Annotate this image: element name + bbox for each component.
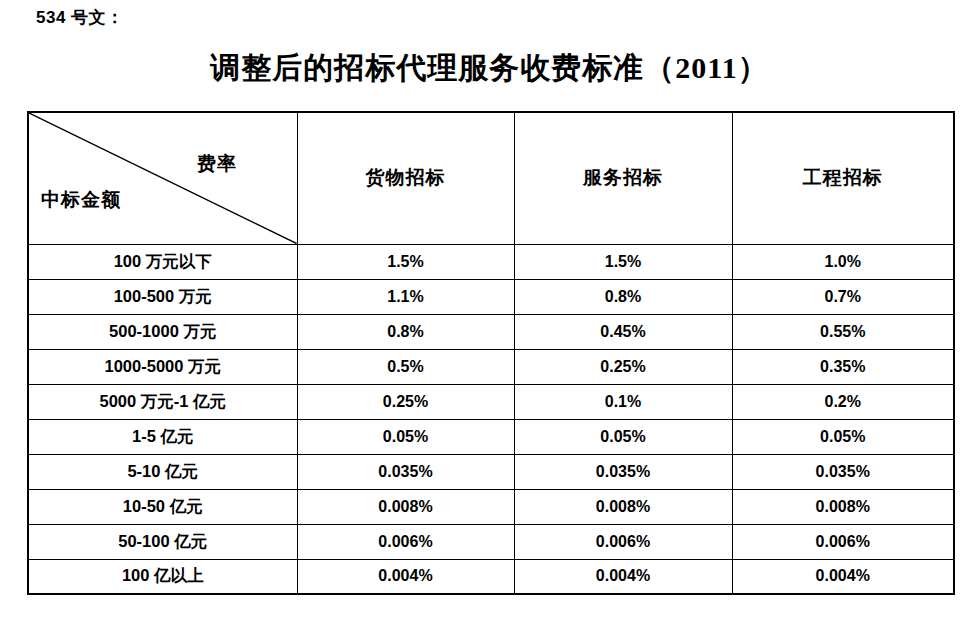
value-cell: 0.5% xyxy=(297,349,514,384)
row-label-cell: 100-500 万元 xyxy=(28,279,297,314)
column-header-engineering: 工程招标 xyxy=(732,112,954,244)
row-label-cell: 1-5 亿元 xyxy=(28,419,297,454)
value-cell: 0.035% xyxy=(514,454,732,489)
value-cell: 1.5% xyxy=(514,244,732,279)
value-cell: 0.008% xyxy=(732,489,954,524)
corner-amount-label: 中标金额 xyxy=(41,187,121,213)
value-cell: 0.006% xyxy=(514,524,732,559)
value-cell: 0.45% xyxy=(514,314,732,349)
column-header-services: 服务招标 xyxy=(514,112,732,244)
diagonal-line xyxy=(29,113,297,244)
table-row: 50-100 亿元 0.006% 0.006% 0.006% xyxy=(28,524,954,559)
value-cell: 1.0% xyxy=(732,244,954,279)
row-label-cell: 500-1000 万元 xyxy=(28,314,297,349)
row-label-cell: 100 万元以下 xyxy=(28,244,297,279)
document-page: 534 号文： 调整后的招标代理服务收费标准（2011） 费率 中标金额 货物招… xyxy=(0,0,979,629)
page-title: 调整后的招标代理服务收费标准（2011） xyxy=(0,48,979,89)
table-row: 100-500 万元 1.1% 0.8% 0.7% xyxy=(28,279,954,314)
value-cell: 0.006% xyxy=(297,524,514,559)
value-cell: 0.05% xyxy=(297,419,514,454)
value-cell: 0.25% xyxy=(514,349,732,384)
table-header-row: 费率 中标金额 货物招标 服务招标 工程招标 xyxy=(28,112,954,244)
doc-number: 534 号文： xyxy=(36,6,124,29)
value-cell: 0.2% xyxy=(732,384,954,419)
value-cell: 0.25% xyxy=(297,384,514,419)
row-label-cell: 100 亿以上 xyxy=(28,559,297,594)
table-row: 500-1000 万元 0.8% 0.45% 0.55% xyxy=(28,314,954,349)
value-cell: 0.1% xyxy=(514,384,732,419)
value-cell: 0.8% xyxy=(514,279,732,314)
value-cell: 0.035% xyxy=(297,454,514,489)
table-row: 1000-5000 万元 0.5% 0.25% 0.35% xyxy=(28,349,954,384)
table-row: 100 万元以下 1.5% 1.5% 1.0% xyxy=(28,244,954,279)
fee-rate-table: 费率 中标金额 货物招标 服务招标 工程招标 100 万元以下 1.5% 1.5… xyxy=(27,111,955,595)
value-cell: 1.5% xyxy=(297,244,514,279)
corner-rate-label: 费率 xyxy=(197,151,237,177)
value-cell: 0.004% xyxy=(732,559,954,594)
row-label-cell: 5000 万元-1 亿元 xyxy=(28,384,297,419)
table-row: 5000 万元-1 亿元 0.25% 0.1% 0.2% xyxy=(28,384,954,419)
table-row: 100 亿以上 0.004% 0.004% 0.004% xyxy=(28,559,954,594)
value-cell: 0.35% xyxy=(732,349,954,384)
row-label-cell: 5-10 亿元 xyxy=(28,454,297,489)
row-label-cell: 50-100 亿元 xyxy=(28,524,297,559)
table-row: 5-10 亿元 0.035% 0.035% 0.035% xyxy=(28,454,954,489)
value-cell: 0.8% xyxy=(297,314,514,349)
value-cell: 0.55% xyxy=(732,314,954,349)
table-row: 10-50 亿元 0.008% 0.008% 0.008% xyxy=(28,489,954,524)
diagonal-corner-cell: 费率 中标金额 xyxy=(28,112,297,244)
row-label-cell: 10-50 亿元 xyxy=(28,489,297,524)
row-label-cell: 1000-5000 万元 xyxy=(28,349,297,384)
value-cell: 0.008% xyxy=(297,489,514,524)
value-cell: 0.006% xyxy=(732,524,954,559)
table-row: 1-5 亿元 0.05% 0.05% 0.05% xyxy=(28,419,954,454)
value-cell: 0.004% xyxy=(514,559,732,594)
value-cell: 0.008% xyxy=(514,489,732,524)
value-cell: 1.1% xyxy=(297,279,514,314)
value-cell: 0.05% xyxy=(514,419,732,454)
value-cell: 0.035% xyxy=(732,454,954,489)
column-header-goods: 货物招标 xyxy=(297,112,514,244)
value-cell: 0.004% xyxy=(297,559,514,594)
value-cell: 0.7% xyxy=(732,279,954,314)
value-cell: 0.05% xyxy=(732,419,954,454)
